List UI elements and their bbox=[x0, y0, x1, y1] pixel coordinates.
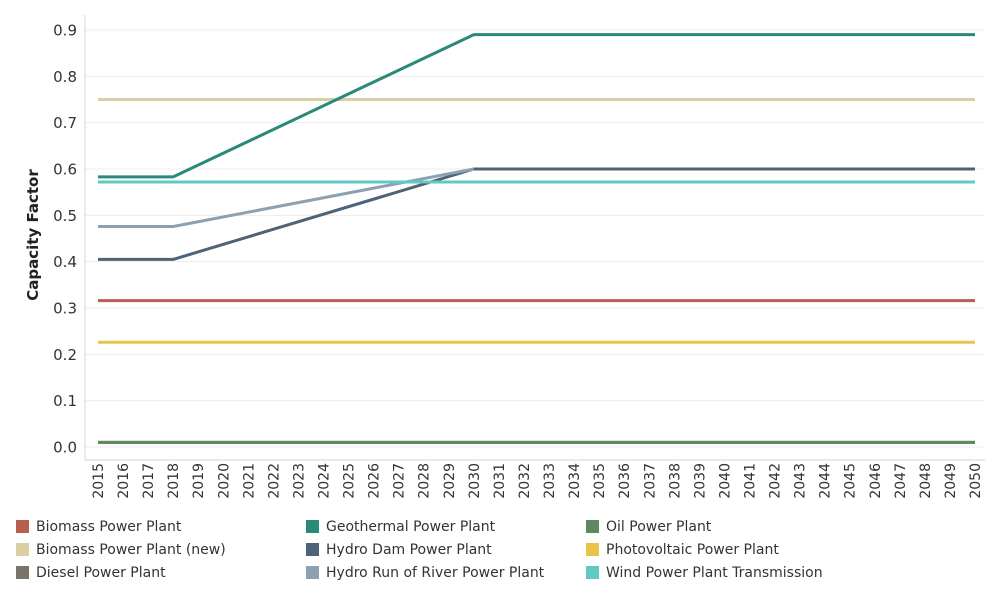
legend-swatch bbox=[586, 566, 599, 579]
axes bbox=[84, 15, 985, 461]
legend-item: Wind Power Plant Transmission bbox=[586, 561, 823, 584]
y-tick-label: 0.1 bbox=[53, 392, 77, 410]
legend-label: Biomass Power Plant (new) bbox=[36, 541, 226, 558]
y-tick-label: 0.9 bbox=[53, 22, 77, 40]
x-tick-label: 2050 bbox=[968, 463, 984, 499]
y-tick-label: 0.0 bbox=[53, 439, 77, 457]
legend-swatch bbox=[16, 566, 29, 579]
legend-item: Hydro Run of River Power Plant bbox=[306, 561, 544, 584]
x-tick-label: 2022 bbox=[266, 463, 282, 499]
legend-item: Diesel Power Plant bbox=[16, 561, 166, 584]
legend-item: Geothermal Power Plant bbox=[306, 515, 495, 538]
y-tick-label: 0.4 bbox=[53, 253, 77, 271]
x-tick-label: 2040 bbox=[717, 463, 733, 499]
legend-item: Biomass Power Plant (new) bbox=[16, 538, 226, 561]
x-tick-label: 2044 bbox=[818, 463, 834, 499]
x-tick-label: 2038 bbox=[667, 463, 683, 499]
x-tick-label: 2027 bbox=[392, 463, 408, 499]
legend: Biomass Power Plant Biomass Power Plant (… bbox=[16, 515, 986, 595]
x-tick-label: 2032 bbox=[517, 463, 533, 499]
x-tick-label: 2024 bbox=[317, 463, 333, 499]
legend-swatch bbox=[306, 566, 319, 579]
line-chart: 0.00.10.20.30.40.50.60.70.80.9 2015 2016 2… bbox=[24, 15, 985, 499]
legend-swatch bbox=[586, 520, 599, 533]
x-tick-label: 2031 bbox=[492, 463, 508, 499]
x-tick-label: 2020 bbox=[216, 463, 232, 499]
x-tick-label: 2016 bbox=[116, 463, 132, 499]
series-line bbox=[98, 33, 975, 179]
legend-label: Hydro Dam Power Plant bbox=[326, 541, 492, 558]
x-tick-label: 2021 bbox=[241, 463, 257, 499]
x-tick-label: 2028 bbox=[417, 463, 433, 499]
x-tick-label: 2037 bbox=[642, 463, 658, 499]
legend-item: Biomass Power Plant bbox=[16, 515, 181, 538]
y-axis-label: Capacity Factor bbox=[24, 169, 42, 301]
x-tick-label: 2030 bbox=[467, 463, 483, 499]
legend-item: Photovoltaic Power Plant bbox=[586, 538, 779, 561]
x-tick-label: 2041 bbox=[742, 463, 758, 499]
x-tick-labels: 2015 2016 2017 2018 2019 2020 2021 2022 2023 2024… bbox=[91, 463, 984, 499]
legend-label: Oil Power Plant bbox=[606, 518, 712, 535]
x-tick-label: 2035 bbox=[592, 463, 608, 499]
x-tick-label: 2023 bbox=[291, 463, 307, 499]
x-tick-label: 2029 bbox=[442, 463, 458, 499]
x-tick-label: 2017 bbox=[141, 463, 157, 499]
legend-label: Photovoltaic Power Plant bbox=[606, 541, 779, 558]
legend-swatch bbox=[306, 520, 319, 533]
x-tick-label: 2042 bbox=[768, 463, 784, 499]
legend-item: Hydro Dam Power Plant bbox=[306, 538, 492, 561]
legend-label: Wind Power Plant Transmission bbox=[606, 564, 823, 581]
x-tick-label: 2034 bbox=[567, 463, 583, 499]
gridlines bbox=[85, 29, 985, 448]
y-tick-label: 0.5 bbox=[53, 207, 77, 225]
y-tick-label: 0.2 bbox=[53, 346, 77, 364]
x-tick-label: 2039 bbox=[692, 463, 708, 499]
legend-swatch bbox=[16, 543, 29, 556]
series-lines bbox=[98, 33, 975, 444]
x-tick-label: 2036 bbox=[617, 463, 633, 499]
series-line bbox=[98, 167, 475, 228]
legend-swatch bbox=[586, 543, 599, 556]
legend-swatch bbox=[16, 520, 29, 533]
series-line bbox=[98, 167, 975, 261]
x-tick-label: 2047 bbox=[893, 463, 909, 499]
x-tick-label: 2043 bbox=[793, 463, 809, 499]
y-tick-labels: 0.0 0.1 0.2 0.3 0.4 0.5 0.6 0.7 0.8 0.9 bbox=[53, 22, 77, 457]
x-tick-label: 2046 bbox=[868, 463, 884, 499]
y-tick-label: 0.3 bbox=[53, 300, 77, 318]
legend-swatch bbox=[306, 543, 319, 556]
x-tick-label: 2026 bbox=[367, 463, 383, 499]
x-tick-label: 2025 bbox=[342, 463, 358, 499]
x-tick-label: 2019 bbox=[191, 463, 207, 499]
x-tick-label: 2048 bbox=[918, 463, 934, 499]
legend-label: Geothermal Power Plant bbox=[326, 518, 496, 535]
y-tick-label: 0.6 bbox=[53, 161, 77, 179]
x-tick-label: 2033 bbox=[542, 463, 558, 499]
y-tick-label: 0.8 bbox=[53, 68, 77, 86]
legend-item: Oil Power Plant bbox=[586, 515, 711, 538]
x-tick-label: 2018 bbox=[166, 463, 182, 499]
y-tick-label: 0.7 bbox=[53, 114, 77, 132]
legend-label: Biomass Power Plant bbox=[36, 518, 182, 535]
x-tick-label: 2049 bbox=[943, 463, 959, 499]
x-tick-label: 2015 bbox=[91, 463, 107, 499]
x-tick-label: 2045 bbox=[843, 463, 859, 499]
legend-label: Hydro Run of River Power Plant bbox=[326, 564, 545, 581]
legend-label: Diesel Power Plant bbox=[36, 564, 166, 581]
